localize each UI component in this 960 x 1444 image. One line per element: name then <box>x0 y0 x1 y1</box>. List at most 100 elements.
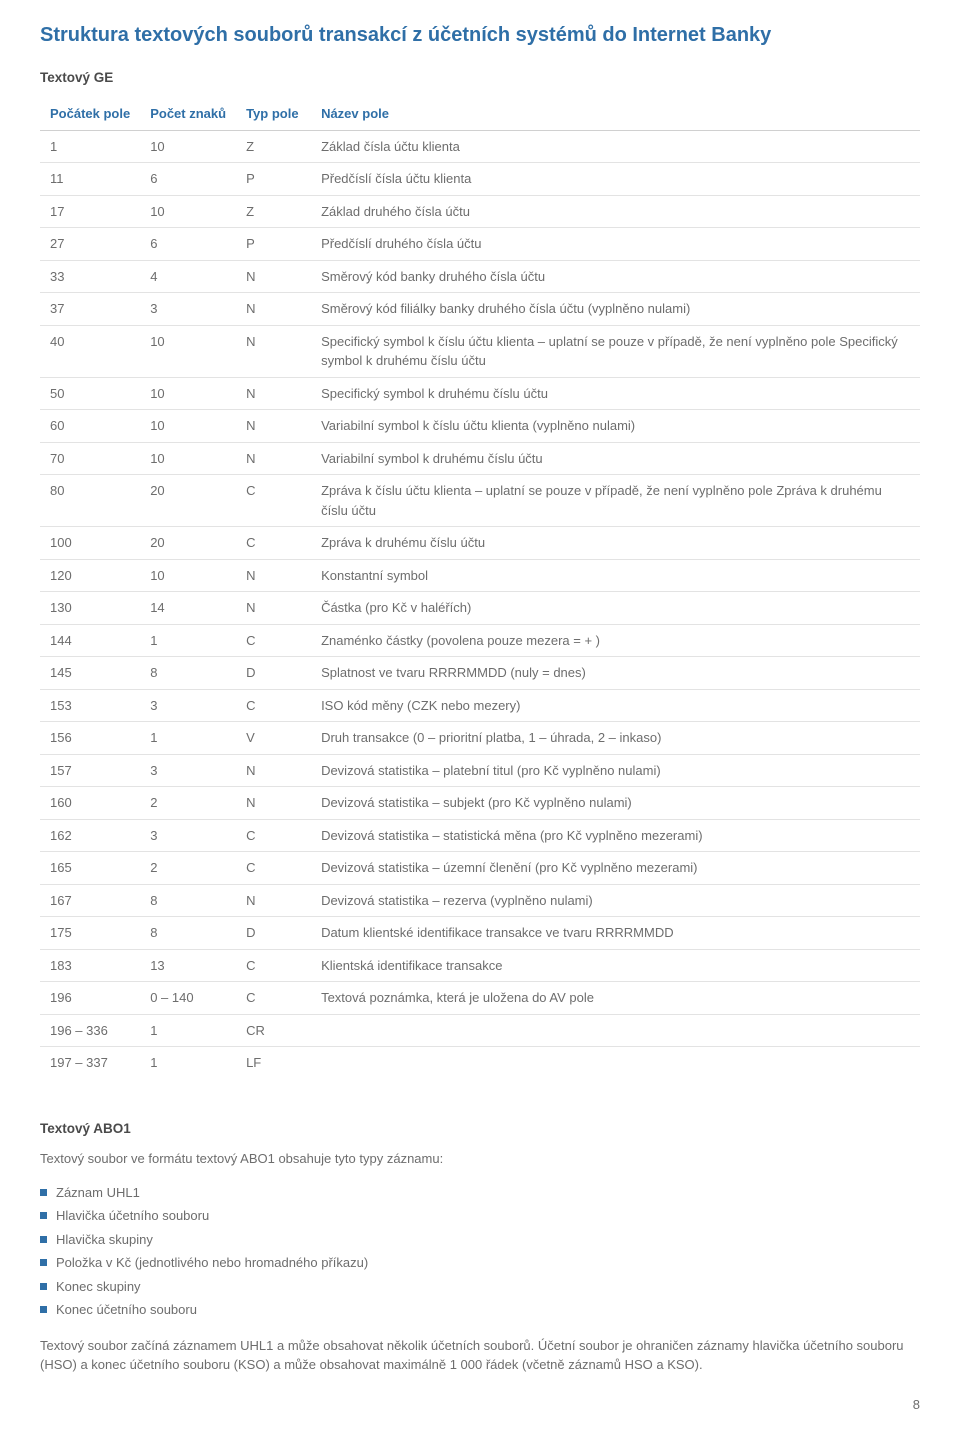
table-row: 7010NVariabilní symbol k druhému číslu ú… <box>40 442 920 475</box>
table-row: 110ZZáklad čísla účtu klienta <box>40 130 920 163</box>
table-cell: 2 <box>140 852 236 885</box>
table-row: 18313CKlientská identifikace transakce <box>40 949 920 982</box>
table-cell: Textová poznámka, která je uložena do AV… <box>311 982 920 1015</box>
table-row: 10020CZpráva k druhému číslu účtu <box>40 527 920 560</box>
table-row: 197 – 3371LF <box>40 1047 920 1079</box>
table-row: 276PPředčíslí druhého čísla účtu <box>40 228 920 261</box>
subheading-abo1: Textový ABO1 <box>40 1119 920 1139</box>
table-cell: N <box>236 442 311 475</box>
table-cell: N <box>236 293 311 326</box>
abo1-bullet-list: Záznam UHL1Hlavička účetního souboruHlav… <box>40 1183 920 1320</box>
list-item: Konec skupiny <box>40 1277 920 1297</box>
table-cell: P <box>236 228 311 261</box>
table-cell: 20 <box>140 527 236 560</box>
table-cell: 8 <box>140 884 236 917</box>
table-cell: N <box>236 325 311 377</box>
table-cell: 14 <box>140 592 236 625</box>
table-cell: 4 <box>140 260 236 293</box>
table-cell: 10 <box>140 410 236 443</box>
table-cell: N <box>236 377 311 410</box>
table-cell: 10 <box>140 130 236 163</box>
table-cell: 13 <box>140 949 236 982</box>
table-cell: 175 <box>40 917 140 950</box>
table-cell: Zpráva k druhému číslu účtu <box>311 527 920 560</box>
table-cell: 20 <box>140 475 236 527</box>
table-cell: C <box>236 982 311 1015</box>
table-cell: Předčíslí čísla účtu klienta <box>311 163 920 196</box>
table-cell: Konstantní symbol <box>311 559 920 592</box>
table-cell: V <box>236 722 311 755</box>
col-header-name: Název pole <box>311 98 920 130</box>
table-cell: Klientská identifikace transakce <box>311 949 920 982</box>
table-cell: 165 <box>40 852 140 885</box>
table-cell: N <box>236 559 311 592</box>
table-cell: Základ druhého čísla účtu <box>311 195 920 228</box>
table-cell: Směrový kód filiálky banky druhého čísla… <box>311 293 920 326</box>
table-cell: 10 <box>140 377 236 410</box>
table-cell: 40 <box>40 325 140 377</box>
table-cell: N <box>236 592 311 625</box>
table-cell: Devizová statistika – rezerva (vyplněno … <box>311 884 920 917</box>
table-cell: 145 <box>40 657 140 690</box>
table-cell: N <box>236 260 311 293</box>
table-cell <box>311 1047 920 1079</box>
table-cell: 153 <box>40 689 140 722</box>
abo1-intro: Textový soubor ve formátu textový ABO1 o… <box>40 1149 920 1169</box>
table-cell: 196 – 336 <box>40 1014 140 1047</box>
table-cell: 1 <box>140 722 236 755</box>
table-cell: 10 <box>140 559 236 592</box>
table-cell: 120 <box>40 559 140 592</box>
table-row: 1623CDevizová statistika – statistická m… <box>40 819 920 852</box>
table-cell: LF <box>236 1047 311 1079</box>
table-cell: 60 <box>40 410 140 443</box>
table-cell: 6 <box>140 228 236 261</box>
table-row: 5010NSpecifický symbol k druhému číslu ú… <box>40 377 920 410</box>
table-cell: Částka (pro Kč v haléřích) <box>311 592 920 625</box>
table-cell: 11 <box>40 163 140 196</box>
list-item: Položka v Kč (jednotlivého nebo hromadné… <box>40 1253 920 1273</box>
table-cell: 1 <box>40 130 140 163</box>
table-cell: 33 <box>40 260 140 293</box>
table-cell: 70 <box>40 442 140 475</box>
table-cell: D <box>236 917 311 950</box>
table-row: 334NSměrový kód banky druhého čísla účtu <box>40 260 920 293</box>
table-row: 196 – 3361CR <box>40 1014 920 1047</box>
subheading-ge: Textový GE <box>40 68 920 88</box>
table-row: 1652CDevizová statistika – územní členěn… <box>40 852 920 885</box>
table-row: 1533CISO kód měny (CZK nebo mezery) <box>40 689 920 722</box>
table-cell: 50 <box>40 377 140 410</box>
table-cell: Variabilní symbol k číslu účtu klienta (… <box>311 410 920 443</box>
table-cell <box>311 1014 920 1047</box>
table-cell: Devizová statistika – územní členění (pr… <box>311 852 920 885</box>
table-cell: Splatnost ve tvaru RRRRMMDD (nuly = dnes… <box>311 657 920 690</box>
table-cell: 3 <box>140 293 236 326</box>
table-cell: 8 <box>140 657 236 690</box>
table-cell: 10 <box>140 325 236 377</box>
list-item: Záznam UHL1 <box>40 1183 920 1203</box>
table-cell: N <box>236 410 311 443</box>
table-cell: 80 <box>40 475 140 527</box>
table-cell: 157 <box>40 754 140 787</box>
table-cell: Předčíslí druhého čísla účtu <box>311 228 920 261</box>
col-header-count: Počet znaků <box>140 98 236 130</box>
table-cell: D <box>236 657 311 690</box>
table-row: 1960 – 140CTextová poznámka, která je ul… <box>40 982 920 1015</box>
table-cell: 197 – 337 <box>40 1047 140 1079</box>
table-row: 8020CZpráva k číslu účtu klienta – uplat… <box>40 475 920 527</box>
table-cell: Datum klientské identifikace transakce v… <box>311 917 920 950</box>
table-cell: Devizová statistika – subjekt (pro Kč vy… <box>311 787 920 820</box>
table-cell: 1 <box>140 1014 236 1047</box>
table-cell: 130 <box>40 592 140 625</box>
table-cell: 156 <box>40 722 140 755</box>
table-cell: 0 – 140 <box>140 982 236 1015</box>
table-cell: C <box>236 624 311 657</box>
table-cell: Specifický symbol k číslu účtu klienta –… <box>311 325 920 377</box>
table-cell: Variabilní symbol k druhému číslu účtu <box>311 442 920 475</box>
table-cell: C <box>236 949 311 982</box>
table-cell: Základ čísla účtu klienta <box>311 130 920 163</box>
table-header-row: Počátek pole Počet znaků Typ pole Název … <box>40 98 920 130</box>
table-cell: Znaménko částky (povolena pouze mezera =… <box>311 624 920 657</box>
table-cell: Devizová statistika – platební titul (pr… <box>311 754 920 787</box>
abo1-outro: Textový soubor začíná záznamem UHL1 a mů… <box>40 1336 920 1375</box>
page-title: Struktura textových souborů transakcí z … <box>40 20 920 50</box>
